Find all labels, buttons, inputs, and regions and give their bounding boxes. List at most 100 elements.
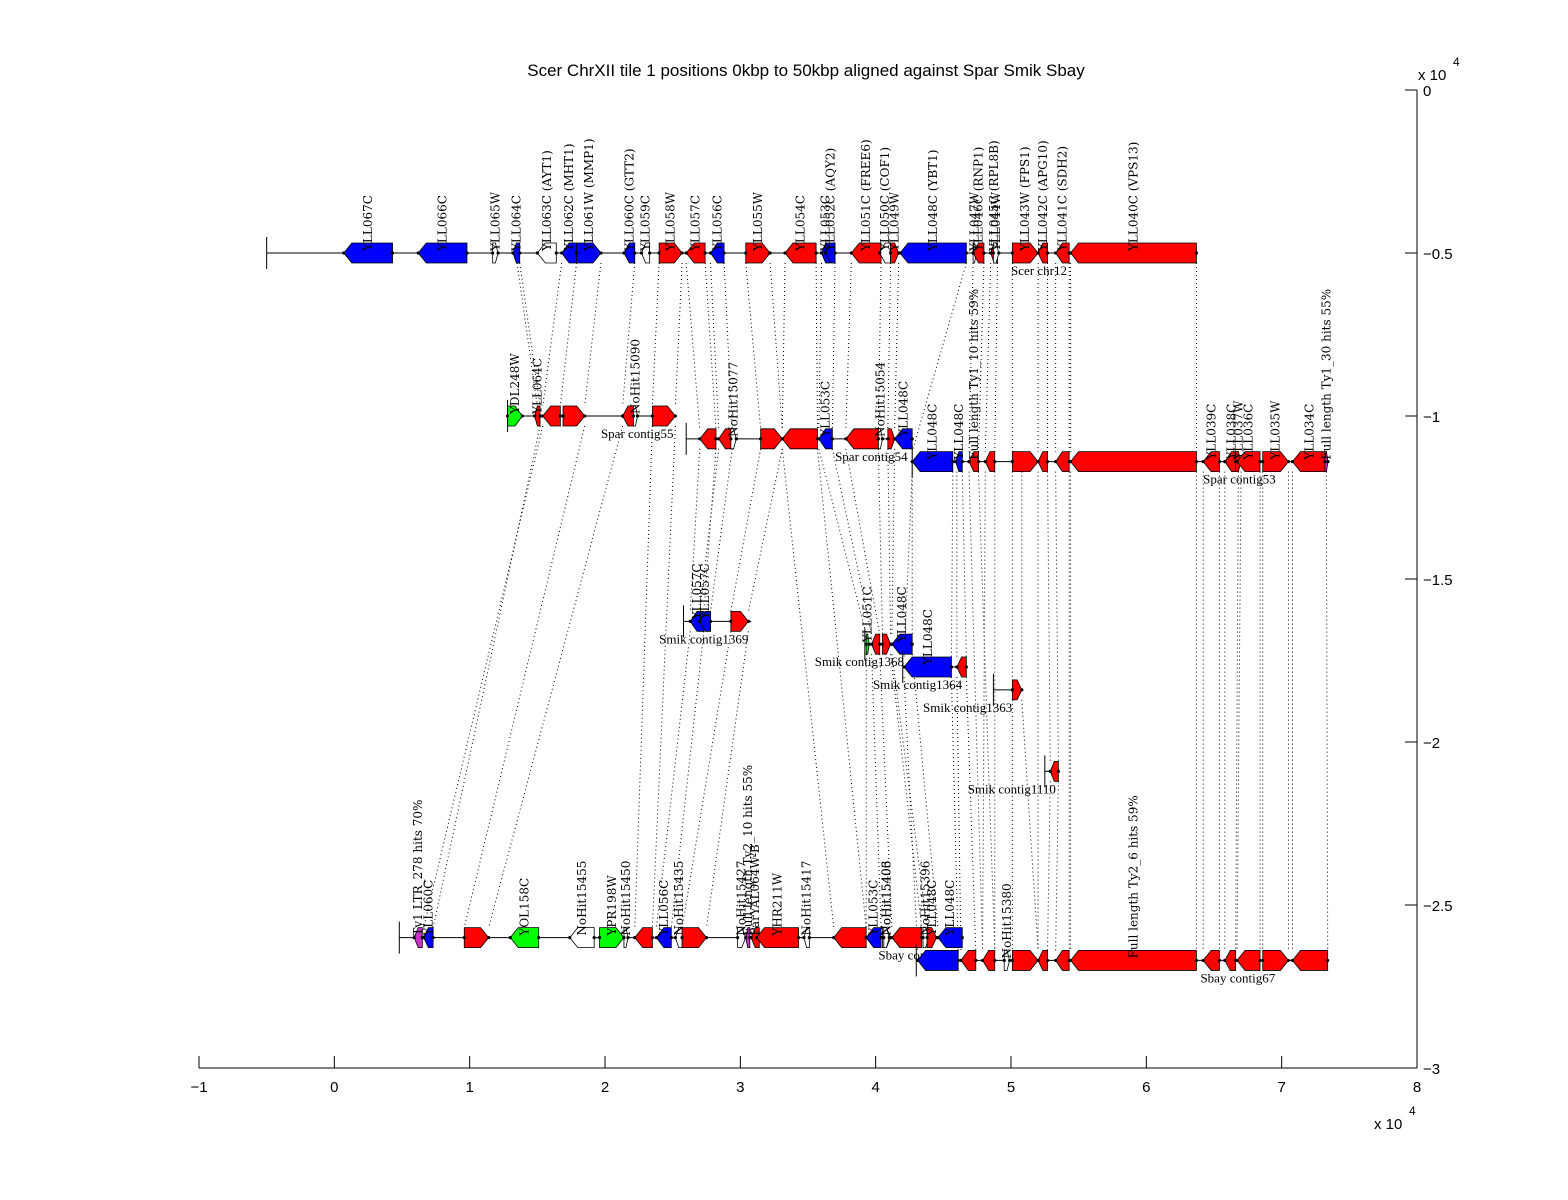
gene-label: NoHit15417 xyxy=(800,861,814,936)
gene-start-dot xyxy=(1048,769,1052,773)
x-multiplier-exponent: 4 xyxy=(1409,1104,1416,1118)
chart-title: Scer ChrXII tile 1 positions 0kbp to 50k… xyxy=(527,61,1085,80)
gene-start-dot xyxy=(898,251,902,255)
alignment-link xyxy=(674,262,683,407)
gene-start-dot xyxy=(462,936,466,940)
gene-arrow xyxy=(623,242,636,264)
alignment-link xyxy=(911,262,967,452)
gene-end-dot xyxy=(538,414,542,418)
alignment-link xyxy=(685,262,701,429)
gene-end-dot xyxy=(880,437,885,441)
alignment-link xyxy=(877,448,883,635)
gene-label: NoHit15406 xyxy=(879,861,893,936)
gene-start-dot xyxy=(870,642,874,646)
y-tick-label: −2 xyxy=(1423,735,1440,752)
gene-label: YLL055W xyxy=(751,191,765,252)
alignment-link xyxy=(816,448,867,928)
gene-label: NoHit15054 xyxy=(873,361,887,436)
gene-start-dot xyxy=(729,619,733,623)
alignment-link xyxy=(519,262,541,407)
gene-start-dot xyxy=(1010,958,1014,963)
contig-label: Smik contig1363 xyxy=(923,700,1012,715)
alignment-link xyxy=(887,448,892,635)
gene-label: Ty1 LTR_278 hits 70% xyxy=(411,800,425,936)
contig-label: Spar contig54 xyxy=(835,449,908,464)
gene-start-dot xyxy=(717,437,721,441)
gene-label: YLL037W xyxy=(1231,400,1245,461)
gene-arrow xyxy=(681,927,708,948)
gene-end-dot xyxy=(554,251,558,255)
gene-start-dot xyxy=(864,642,868,646)
gene-start-dot xyxy=(744,251,748,255)
gene-end-dot xyxy=(487,936,491,940)
gene-label: YLL034C xyxy=(1302,404,1316,461)
gene-start-dot xyxy=(412,936,416,940)
gene-end-dot xyxy=(956,958,960,963)
gene-arrow xyxy=(937,927,963,948)
y-multiplier-exponent: 4 xyxy=(1453,55,1460,69)
gene-start-dot xyxy=(620,414,625,418)
gene-start-dot xyxy=(1290,460,1295,464)
gene-end-dot xyxy=(982,251,986,255)
gene-arrow xyxy=(542,405,561,427)
gene-label: YLL048C xyxy=(921,609,935,666)
gene-label: NoHit15427 xyxy=(735,861,749,936)
contig-tracks: Scer chr12 YLL067C YLL066C YLL065W YLL064C YL… xyxy=(266,138,1333,985)
alignment-link xyxy=(781,262,786,429)
alignment-link xyxy=(1236,471,1242,951)
gene-arrow xyxy=(825,242,836,264)
gene-label: NoHit15090 xyxy=(628,339,642,414)
gene-start-dot xyxy=(744,936,748,940)
gene-start-dot xyxy=(823,251,828,255)
gene-start-dot xyxy=(1235,460,1239,464)
gene-end-dot xyxy=(1020,688,1024,692)
alignment-link xyxy=(879,654,893,928)
alignment-link xyxy=(891,448,896,635)
gene-end-dot xyxy=(951,460,955,464)
gene-label: YLL054C xyxy=(794,195,808,252)
contig-track: Sbay contig67 NoHit15380 Full length Ty2_6… xyxy=(915,795,1330,985)
gene-label: YLL043W (FPS1) xyxy=(1018,146,1032,252)
gene-end-dot xyxy=(910,437,914,441)
contig-track: Spar contig54 NoHit15077 YLL053C NoHit15054… xyxy=(685,361,914,464)
gene-arrow xyxy=(890,242,900,264)
gene-end-dot xyxy=(949,665,954,669)
gene-label: YLL056C xyxy=(657,880,671,937)
alignment-link xyxy=(950,677,959,951)
alignment-link xyxy=(651,425,676,928)
gene-arrow xyxy=(492,242,499,264)
gene-end-dot xyxy=(1326,958,1330,963)
alignment-link xyxy=(699,448,720,612)
gene-end-dot xyxy=(1326,460,1330,464)
gene-start-dot xyxy=(1223,460,1227,464)
gene-end-dot xyxy=(1045,251,1050,255)
gene-end-dot xyxy=(648,251,652,255)
gene-arrow xyxy=(685,242,706,264)
gene-label: YLL041C (SDH2) xyxy=(1055,146,1069,252)
gene-start-dot xyxy=(910,460,914,464)
gene-start-dot xyxy=(888,251,893,255)
gene-arrow xyxy=(576,242,602,264)
gene-start-dot xyxy=(893,437,897,441)
gene-start-dot xyxy=(650,414,654,418)
gene-label: NoHit15403 xyxy=(879,861,893,936)
y-tick-label: −3 xyxy=(1423,1061,1440,1078)
gene-end-dot xyxy=(964,665,968,669)
alignment-link xyxy=(1325,471,1329,951)
gene-end-dot xyxy=(976,460,981,464)
gene-start-dot xyxy=(561,414,565,418)
gene-arrow xyxy=(887,428,896,450)
gene-label: YLL057C xyxy=(689,195,703,252)
gene-arrow xyxy=(737,927,747,948)
gene-label: YLL053C xyxy=(819,195,833,252)
y-tick-label: −2.5 xyxy=(1423,898,1453,915)
gene-label: YLL064C xyxy=(530,358,544,415)
alignment-link xyxy=(965,677,977,951)
alignment-link xyxy=(681,631,732,928)
gene-start-dot xyxy=(698,619,702,623)
gene-label: YLL046C (RNP1) xyxy=(972,147,986,252)
contig-label: Spar contig55 xyxy=(601,426,674,441)
y-multiplier: x 10 4 xyxy=(1418,55,1460,84)
gene-end-dot xyxy=(1008,958,1012,963)
gene-end-dot xyxy=(1056,769,1060,773)
